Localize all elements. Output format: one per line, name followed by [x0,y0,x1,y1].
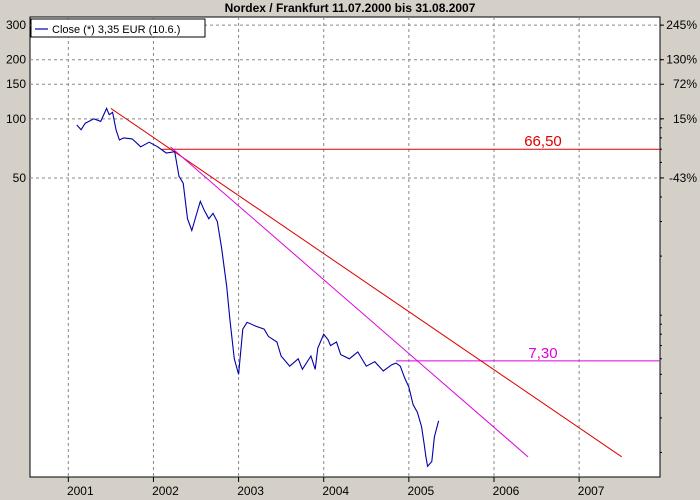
plot-area [29,16,661,478]
y-tick-label-left: 100 [6,112,26,126]
y-tick-label-right: 130% [666,53,697,67]
trend-lines [110,107,622,458]
grid [30,17,660,477]
x-tick-label: 2002 [152,484,179,498]
y-axis-left: 300 200 150 100 50 [6,18,26,185]
trend-line [110,107,622,458]
chart-title: Nordex / Frankfurt 11.07.2000 bis 31.08.… [225,1,476,15]
x-tick-label: 2001 [67,484,94,498]
trend-line [170,146,529,458]
y-tick-label-right: 72% [673,77,697,91]
y-tick-label-right: 15% [673,112,697,126]
horizontal-lines: 66,50 7,30 [161,133,660,362]
y-tick-label-left: 150 [6,77,26,91]
x-tick-label: 2003 [237,484,264,498]
legend-box [30,18,206,38]
x-tick-label: 2006 [493,484,520,498]
x-tick-label: 2004 [322,484,349,498]
y-tick-label-right: -43% [669,171,697,185]
legend: Close (*) 3,35 EUR (10.6.) [30,18,206,38]
y-axis-right: 245% 130% 72% 15% -43% [660,18,697,453]
series-line [76,107,440,468]
y-tick-label-right: 245% [666,18,697,32]
horizontal-line-label: 7,30 [528,345,557,362]
horizontal-line-label: 66,50 [524,133,562,150]
x-tick-label: 2005 [407,484,434,498]
x-axis: 2001 2002 2003 2004 2005 2006 2007 [67,477,605,498]
y-tick-label-left: 300 [6,18,26,32]
legend-entry: Close (*) 3,35 EUR (10.6.) [52,24,180,36]
y-tick-label-left: 200 [6,53,26,67]
series-group [76,107,440,468]
x-tick-label: 2007 [578,484,605,498]
y-tick-label-left: 50 [13,171,27,185]
